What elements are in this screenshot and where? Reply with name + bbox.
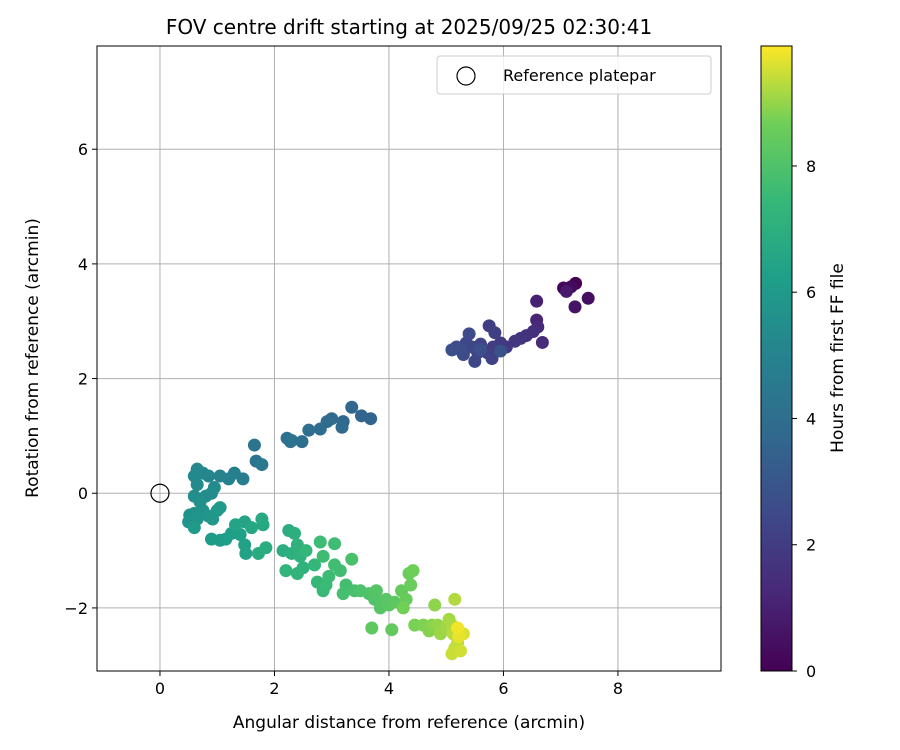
legend-label: Reference platepar bbox=[503, 66, 656, 85]
x-tick-label: 8 bbox=[613, 679, 623, 698]
data-point bbox=[333, 564, 347, 578]
data-points bbox=[150, 276, 595, 661]
reference-point-marker bbox=[150, 483, 170, 503]
data-point bbox=[190, 478, 204, 492]
legend-marker-icon bbox=[456, 66, 476, 86]
y-axis-ticks: −2 0 2 4 6 bbox=[64, 140, 97, 618]
data-point bbox=[385, 623, 399, 637]
data-point bbox=[568, 300, 582, 314]
x-tick-label: 2 bbox=[269, 679, 279, 698]
colorbar-label: Hours from first FF file bbox=[828, 263, 848, 453]
data-point bbox=[354, 409, 368, 423]
data-point bbox=[454, 644, 468, 658]
y-tick-label: 0 bbox=[78, 484, 88, 503]
legend-box bbox=[436, 55, 712, 95]
chart-title: FOV centre drift starting at 2025/09/25 … bbox=[166, 15, 652, 39]
data-point bbox=[213, 501, 227, 515]
data-point bbox=[345, 552, 359, 566]
data-point bbox=[295, 435, 309, 449]
x-tick-label: 6 bbox=[498, 679, 508, 698]
y-tick-label: 2 bbox=[78, 370, 88, 389]
data-point bbox=[406, 564, 420, 578]
data-point bbox=[288, 526, 302, 540]
x-tick-label: 0 bbox=[155, 679, 165, 698]
data-point bbox=[308, 558, 322, 572]
colorbar-gradient bbox=[760, 45, 793, 672]
data-point bbox=[535, 335, 549, 349]
y-tick-label: 4 bbox=[78, 255, 88, 274]
plot-frame bbox=[96, 45, 722, 672]
data-point bbox=[313, 535, 327, 549]
data-point bbox=[494, 344, 508, 358]
data-point bbox=[313, 422, 327, 436]
data-point bbox=[245, 521, 259, 535]
data-point bbox=[530, 294, 544, 308]
data-point bbox=[279, 564, 293, 578]
data-point bbox=[255, 512, 269, 526]
data-point bbox=[247, 438, 261, 452]
data-point bbox=[559, 284, 573, 298]
data-point bbox=[474, 343, 488, 357]
colorbar-tick-label: 8 bbox=[806, 157, 816, 176]
data-point bbox=[302, 423, 316, 437]
y-axis-label: Rotation from reference (arcmin) bbox=[23, 218, 43, 498]
colorbar-tick-label: 4 bbox=[806, 409, 816, 428]
legend: Reference platepar bbox=[436, 55, 712, 95]
data-point bbox=[462, 327, 476, 341]
data-point bbox=[213, 469, 227, 483]
data-point bbox=[451, 621, 465, 635]
colorbar: 0 2 4 6 8 Hours from first FF file bbox=[760, 45, 848, 681]
data-point bbox=[448, 592, 462, 606]
data-point bbox=[581, 291, 595, 305]
data-point bbox=[187, 521, 201, 535]
data-point bbox=[328, 537, 342, 551]
data-point bbox=[485, 352, 499, 365]
data-point bbox=[488, 326, 502, 340]
y-tick-label: −2 bbox=[64, 599, 88, 618]
data-point bbox=[316, 549, 330, 563]
data-point bbox=[396, 601, 410, 615]
data-point bbox=[285, 433, 299, 447]
data-point bbox=[345, 400, 359, 414]
colorbar-ticks: 0 2 4 6 8 bbox=[792, 157, 816, 681]
data-point bbox=[404, 578, 418, 592]
data-point bbox=[335, 420, 349, 434]
colorbar-tick-label: 2 bbox=[806, 536, 816, 555]
data-point bbox=[239, 546, 253, 560]
data-point bbox=[233, 528, 247, 542]
data-point bbox=[365, 621, 379, 635]
x-axis-label: Angular distance from reference (arcmin) bbox=[233, 713, 585, 733]
colorbar-tick-label: 0 bbox=[806, 662, 816, 681]
x-axis-ticks: 0 2 4 6 8 bbox=[155, 671, 623, 698]
y-tick-label: 6 bbox=[78, 140, 88, 159]
data-point bbox=[468, 354, 482, 368]
data-point bbox=[290, 567, 304, 581]
data-point bbox=[428, 598, 442, 612]
data-point bbox=[255, 458, 269, 472]
data-point bbox=[299, 544, 313, 558]
x-tick-label: 4 bbox=[384, 679, 394, 698]
data-point bbox=[259, 541, 273, 555]
data-point bbox=[445, 343, 459, 357]
data-point bbox=[369, 584, 383, 598]
data-point bbox=[336, 587, 350, 601]
colorbar-tick-label: 6 bbox=[806, 283, 816, 302]
data-point bbox=[322, 569, 336, 583]
